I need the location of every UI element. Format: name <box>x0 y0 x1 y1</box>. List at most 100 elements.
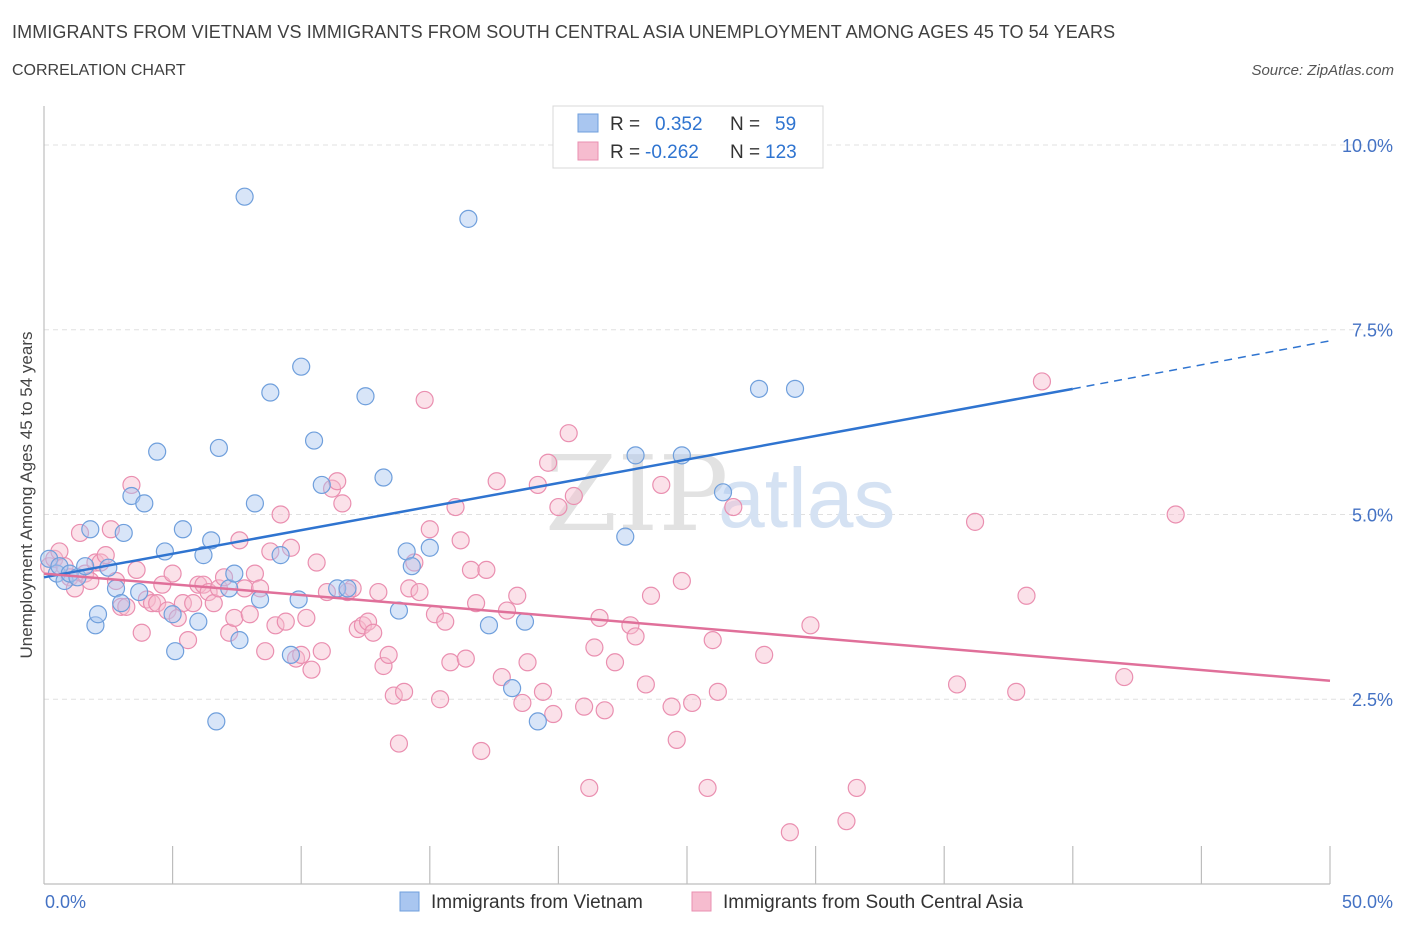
point-south-central-asia <box>947 675 967 694</box>
point-vietnam <box>114 523 133 543</box>
point-vietnam <box>245 494 265 513</box>
point-south-central-asia <box>1115 667 1134 687</box>
watermark-atlas: atlas <box>718 451 895 545</box>
point-south-central-asia <box>667 730 686 749</box>
trend-line-vietnam <box>43 387 1074 579</box>
y-tick-label: 2.5% <box>1352 690 1393 710</box>
point-vietnam <box>148 442 167 461</box>
point-south-central-asia <box>369 582 388 602</box>
point-south-central-asia <box>698 778 717 798</box>
series-vietnam-points <box>40 187 805 731</box>
point-south-central-asia <box>1166 505 1185 524</box>
point-vietnam <box>479 616 499 635</box>
point-south-central-asia <box>1007 682 1026 701</box>
x-tick-label-max: 50.0% <box>1342 892 1393 912</box>
point-vietnam <box>459 209 478 228</box>
point-vietnam <box>250 590 270 609</box>
point-vietnam <box>271 546 290 565</box>
point-vietnam <box>292 357 311 376</box>
point-south-central-asia <box>178 631 198 650</box>
source-label: Source: ZipAtlas.com <box>1251 62 1394 79</box>
point-vietnam <box>207 712 226 731</box>
point-south-central-asia <box>549 497 568 517</box>
chart-title: IMMIGRANTS FROM VIETNAM VS IMMIGRANTS FR… <box>12 22 1116 42</box>
point-south-central-asia <box>436 612 455 631</box>
chart-subtitle: CORRELATION CHART <box>12 62 186 79</box>
point-vietnam <box>40 549 59 568</box>
y-axis-label: Unemployment Among Ages 45 to 54 years <box>17 332 36 659</box>
point-south-central-asia <box>801 616 820 635</box>
point-south-central-asia <box>389 734 409 753</box>
point-south-central-asia <box>163 564 182 583</box>
legend-r-label-south-central-asia: R = <box>610 142 640 163</box>
point-south-central-asia <box>225 608 244 628</box>
point-south-central-asia <box>564 486 583 506</box>
point-south-central-asia <box>466 594 486 613</box>
point-south-central-asia <box>333 494 352 513</box>
point-vietnam <box>713 483 733 502</box>
point-south-central-asia <box>513 693 532 713</box>
legend-n-label-vietnam: N = <box>730 114 760 135</box>
point-vietnam <box>626 446 645 465</box>
point-south-central-asia <box>379 645 398 664</box>
point-vietnam <box>112 594 131 613</box>
point-south-central-asia <box>394 682 414 701</box>
point-vietnam <box>515 612 535 631</box>
legend-r-label-vietnam: R = <box>610 114 640 135</box>
point-south-central-asia <box>575 697 594 716</box>
x-tick-label-min: 0.0% <box>45 892 86 912</box>
point-vietnam <box>230 631 249 650</box>
point-south-central-asia <box>595 701 614 720</box>
legend-n-value-south-central-asia: 123 <box>765 142 797 163</box>
point-south-central-asia <box>533 682 553 701</box>
point-south-central-asia <box>472 741 491 761</box>
legend-r-value-vietnam: 0.352 <box>655 114 703 135</box>
legend-swatch-vietnam <box>577 113 599 133</box>
point-south-central-asia <box>400 579 419 598</box>
point-south-central-asia <box>641 586 661 605</box>
point-vietnam <box>76 557 95 576</box>
point-south-central-asia <box>780 823 799 842</box>
point-vietnam <box>194 546 213 565</box>
point-south-central-asia <box>492 667 511 687</box>
point-vietnam <box>209 438 228 458</box>
point-south-central-asia <box>837 812 856 831</box>
point-south-central-asia <box>626 627 645 646</box>
point-south-central-asia <box>636 675 655 694</box>
watermark-zip: ZIP <box>545 433 728 555</box>
point-south-central-asia <box>708 682 727 701</box>
legend-n-value-vietnam: 59 <box>775 114 796 135</box>
point-south-central-asia <box>358 612 378 631</box>
trend-line-south-central-asia <box>43 572 1331 683</box>
point-south-central-asia <box>297 608 316 628</box>
legend-swatch-south-central-asia <box>577 141 599 161</box>
point-south-central-asia <box>302 660 321 679</box>
point-south-central-asia <box>1032 372 1052 391</box>
point-vietnam <box>503 679 522 698</box>
legend-r-value-south-central-asia: -0.262 <box>645 142 699 163</box>
point-south-central-asia <box>461 560 481 580</box>
point-south-central-asia <box>127 560 146 580</box>
point-south-central-asia <box>70 523 90 543</box>
bottom-legend-label-south-central-asia: Immigrants from South Central Asia <box>723 892 1023 913</box>
point-south-central-asia <box>508 586 527 605</box>
point-south-central-asia <box>539 453 558 472</box>
point-south-central-asia <box>271 505 290 524</box>
point-south-central-asia <box>652 475 671 495</box>
bottom-legend-swatch-south-central-asia <box>691 891 712 912</box>
point-vietnam <box>235 187 254 206</box>
point-south-central-asia <box>451 531 470 550</box>
point-vietnam <box>261 383 280 402</box>
point-south-central-asia <box>292 645 311 664</box>
point-south-central-asia <box>544 704 563 724</box>
point-vietnam <box>420 538 439 557</box>
point-vietnam <box>225 564 244 583</box>
point-south-central-asia <box>132 623 151 642</box>
point-vietnam <box>88 605 108 624</box>
point-vietnam <box>374 468 393 487</box>
point-vietnam <box>202 531 221 550</box>
point-south-central-asia <box>266 616 285 635</box>
point-south-central-asia <box>590 608 609 628</box>
point-south-central-asia <box>312 642 331 661</box>
